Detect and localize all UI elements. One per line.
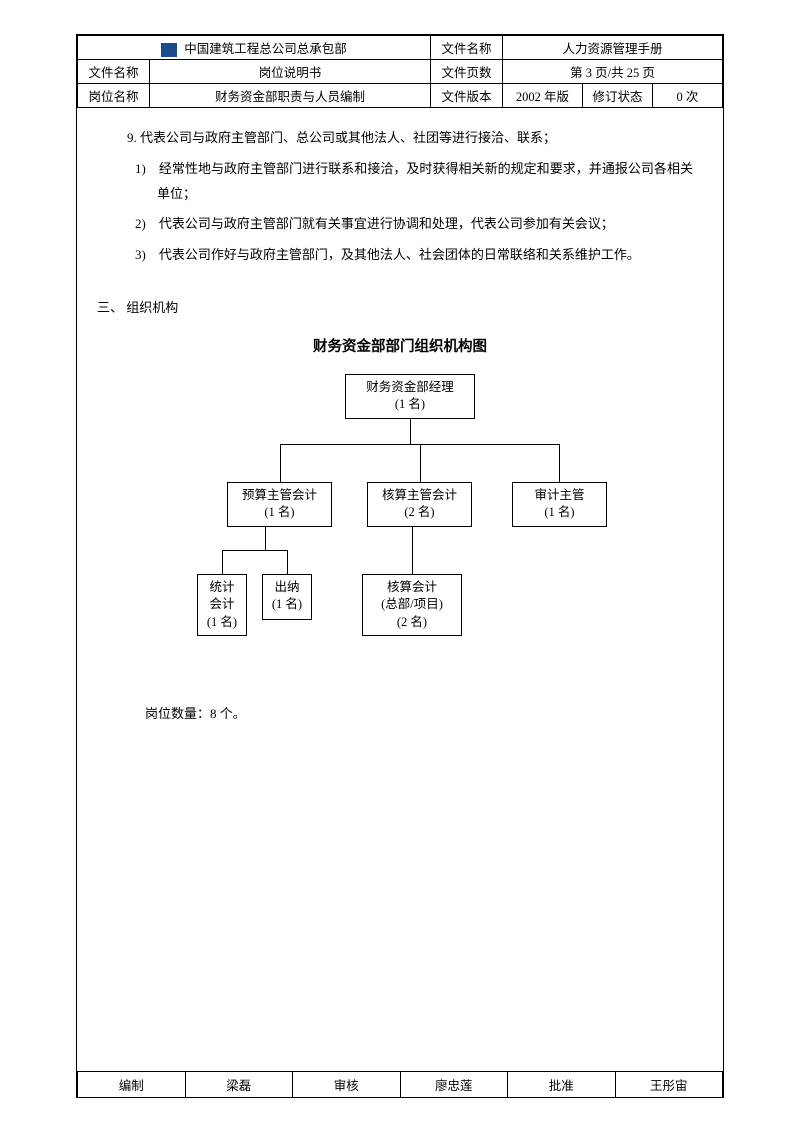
org-chart-title: 财务资金部部门组织机构图 (107, 334, 693, 362)
hdr-version-label: 文件版本 (431, 84, 503, 108)
footer-table: 编制 梁磊 审核 廖忠莲 批准 王彤宙 (77, 1071, 723, 1097)
hdr-revision-label: 修订状态 (583, 84, 653, 108)
document-page: 中国建筑工程总公司总承包部 文件名称 人力资源管理手册 文件名称 岗位说明书 文… (76, 34, 724, 1098)
company-logo-icon (161, 43, 177, 57)
footer-approve-value: 王彤宙 (615, 1072, 723, 1098)
footer-prep-value: 梁磊 (185, 1072, 293, 1098)
hdr-docname-label-1: 文件名称 (431, 36, 503, 60)
org-chart: 财务资金部经理(1 名) 预算主管会计(1 名) 核算主管会计(2 名) 审计主管(1… (167, 374, 667, 684)
post-count-summary: 岗位数量：8 个。 (145, 702, 693, 727)
hdr-docname-value-1: 人力资源管理手册 (503, 36, 723, 60)
document-body: 9. 代表公司与政府主管部门、总公司或其他法人、社团等进行接洽、联系； 1) 经… (77, 108, 723, 726)
org-chart-connector (559, 444, 560, 482)
hdr-post-value: 财务资金部职责与人员编制 (150, 84, 431, 108)
hdr-revision-value: 0 次 (653, 84, 723, 108)
org-node-acct2: 核算会计(总部/项目)(2 名) (362, 574, 462, 637)
org-chart-connector (287, 550, 288, 574)
org-chart-connector (222, 550, 287, 551)
footer-prep-label: 编制 (78, 1072, 186, 1098)
hdr-docname-label-2: 文件名称 (78, 60, 150, 84)
org-node-budget: 预算主管会计(1 名) (227, 482, 332, 527)
footer-approve-label: 批准 (508, 1072, 616, 1098)
org-chart-connector (280, 444, 281, 482)
list-subitem-1: 1) 经常性地与政府主管部门进行联系和接洽，及时获得相关新的规定和要求，并通报公… (157, 157, 693, 206)
header-table: 中国建筑工程总公司总承包部 文件名称 人力资源管理手册 文件名称 岗位说明书 文… (77, 35, 723, 108)
footer-review-value: 廖忠莲 (400, 1072, 508, 1098)
hdr-post-label: 岗位名称 (78, 84, 150, 108)
company-name: 中国建筑工程总公司总承包部 (184, 42, 347, 56)
org-chart-connector (222, 550, 223, 574)
org-chart-connector (420, 444, 421, 482)
org-node-stat: 统计会计(1 名) (197, 574, 247, 637)
section-heading-3: 三、 组织机构 (97, 296, 693, 321)
org-node-acct: 核算主管会计(2 名) (367, 482, 472, 527)
org-chart-connector (412, 522, 413, 574)
hdr-page-label: 文件页数 (431, 60, 503, 84)
hdr-version-value: 2002 年版 (503, 84, 583, 108)
org-node-audit: 审计主管(1 名) (512, 482, 607, 527)
list-subitem-3: 3) 代表公司作好与政府主管部门，及其他法人、社会团体的日常联络和关系维护工作。 (157, 243, 693, 268)
list-item-9: 9. 代表公司与政府主管部门、总公司或其他法人、社团等进行接洽、联系； (145, 126, 693, 151)
footer-review-label: 审核 (293, 1072, 401, 1098)
org-node-root: 财务资金部经理(1 名) (345, 374, 475, 419)
org-node-cash: 出纳(1 名) (262, 574, 312, 620)
hdr-page-value: 第 3 页/共 25 页 (503, 60, 723, 84)
hdr-docname-value-2: 岗位说明书 (150, 60, 431, 84)
list-subitem-2: 2) 代表公司与政府主管部门就有关事宜进行协调和处理，代表公司参加有关会议； (157, 212, 693, 237)
